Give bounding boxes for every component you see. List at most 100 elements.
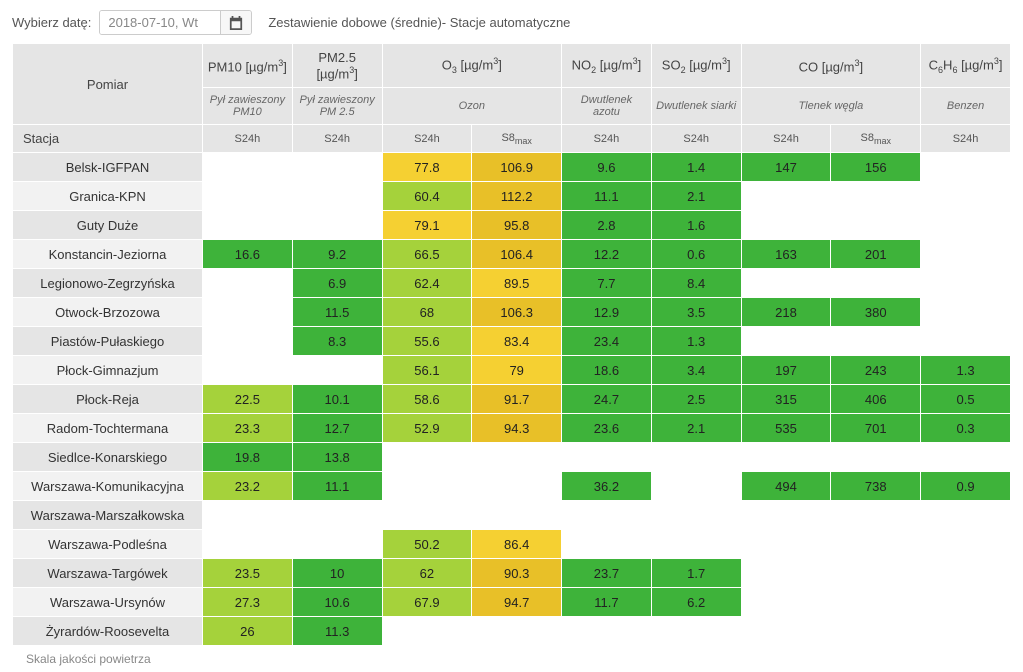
data-cell: 701 bbox=[831, 414, 921, 443]
data-cell bbox=[382, 472, 472, 501]
footer-note: Skala jakości powietrza bbox=[12, 646, 1011, 666]
data-cell bbox=[292, 501, 382, 530]
data-cell: 315 bbox=[741, 385, 831, 414]
data-cell: 10 bbox=[292, 559, 382, 588]
data-cell bbox=[292, 153, 382, 182]
data-cell: 18.6 bbox=[562, 356, 652, 385]
data-cell: 58.6 bbox=[382, 385, 472, 414]
data-cell bbox=[203, 269, 293, 298]
data-cell: 22.5 bbox=[203, 385, 293, 414]
data-cell bbox=[741, 211, 831, 240]
data-cell bbox=[472, 617, 562, 646]
date-input[interactable] bbox=[100, 11, 220, 34]
data-cell: 6.9 bbox=[292, 269, 382, 298]
data-cell bbox=[651, 530, 741, 559]
data-cell: 7.7 bbox=[562, 269, 652, 298]
data-cell bbox=[921, 443, 1011, 472]
data-cell: 0.9 bbox=[921, 472, 1011, 501]
calendar-button[interactable] bbox=[220, 11, 251, 34]
data-cell: 106.4 bbox=[472, 240, 562, 269]
data-cell bbox=[203, 211, 293, 240]
data-cell bbox=[203, 530, 293, 559]
data-cell: 218 bbox=[741, 298, 831, 327]
data-cell bbox=[921, 530, 1011, 559]
column-period: S24h bbox=[203, 125, 293, 153]
data-cell: 1.3 bbox=[921, 356, 1011, 385]
data-cell: 494 bbox=[741, 472, 831, 501]
data-cell bbox=[562, 530, 652, 559]
table-row: Żyrardów-Roosevelta2611.3 bbox=[13, 617, 1011, 646]
date-label: Wybierz datę: bbox=[12, 15, 91, 30]
data-cell: 23.7 bbox=[562, 559, 652, 588]
data-cell: 2.1 bbox=[651, 182, 741, 211]
data-cell bbox=[921, 269, 1011, 298]
data-cell: 94.3 bbox=[472, 414, 562, 443]
station-name: Legionowo-Zegrzyńska bbox=[13, 269, 203, 298]
data-cell bbox=[921, 501, 1011, 530]
data-cell: 12.7 bbox=[292, 414, 382, 443]
station-name: Piastów-Pułaskiego bbox=[13, 327, 203, 356]
data-cell bbox=[203, 356, 293, 385]
data-cell bbox=[562, 617, 652, 646]
data-cell: 0.3 bbox=[921, 414, 1011, 443]
column-header: NO2 [µg/m3] bbox=[562, 44, 652, 88]
data-cell bbox=[921, 588, 1011, 617]
data-cell: 12.2 bbox=[562, 240, 652, 269]
data-cell: 106.9 bbox=[472, 153, 562, 182]
data-cell: 1.7 bbox=[651, 559, 741, 588]
calendar-icon bbox=[229, 16, 243, 30]
table-row: Warszawa-Targówek23.5106290.323.71.7 bbox=[13, 559, 1011, 588]
data-cell: 67.9 bbox=[382, 588, 472, 617]
data-cell: 0.6 bbox=[651, 240, 741, 269]
data-cell bbox=[382, 443, 472, 472]
data-cell: 11.5 bbox=[292, 298, 382, 327]
column-header: PM2.5 [µg/m3] bbox=[292, 44, 382, 88]
station-name: Płock-Reja bbox=[13, 385, 203, 414]
data-cell: 8.4 bbox=[651, 269, 741, 298]
data-cell: 163 bbox=[741, 240, 831, 269]
data-cell bbox=[921, 211, 1011, 240]
table-row: Warszawa-Podleśna50.286.4 bbox=[13, 530, 1011, 559]
data-cell bbox=[651, 501, 741, 530]
data-cell: 243 bbox=[831, 356, 921, 385]
data-cell: 79 bbox=[472, 356, 562, 385]
data-cell: 60.4 bbox=[382, 182, 472, 211]
data-cell bbox=[562, 443, 652, 472]
data-cell bbox=[831, 182, 921, 211]
data-cell bbox=[921, 559, 1011, 588]
data-cell bbox=[203, 153, 293, 182]
table-row: Piastów-Pułaskiego8.355.683.423.41.3 bbox=[13, 327, 1011, 356]
data-cell bbox=[741, 443, 831, 472]
data-cell bbox=[921, 298, 1011, 327]
column-subheader: Dwutlenek siarki bbox=[651, 88, 741, 125]
column-period: S24h bbox=[651, 125, 741, 153]
column-subheader: Pył zawieszony PM 2.5 bbox=[292, 88, 382, 125]
data-cell: 26 bbox=[203, 617, 293, 646]
table-row: Warszawa-Komunikacyjna23.211.136.2494738… bbox=[13, 472, 1011, 501]
data-cell bbox=[741, 530, 831, 559]
data-cell: 147 bbox=[741, 153, 831, 182]
station-name: Warszawa-Komunikacyjna bbox=[13, 472, 203, 501]
data-cell bbox=[921, 327, 1011, 356]
page-title: Zestawienie dobowe (średnie)- Stacje aut… bbox=[268, 15, 570, 30]
station-name: Belsk-IGFPAN bbox=[13, 153, 203, 182]
data-cell bbox=[562, 501, 652, 530]
data-cell: 2.8 bbox=[562, 211, 652, 240]
table-row: Guty Duże79.195.82.81.6 bbox=[13, 211, 1011, 240]
data-cell: 66.5 bbox=[382, 240, 472, 269]
data-cell: 62 bbox=[382, 559, 472, 588]
column-header: O3 [µg/m3] bbox=[382, 44, 562, 88]
data-cell bbox=[382, 501, 472, 530]
station-name: Warszawa-Podleśna bbox=[13, 530, 203, 559]
data-cell: 11.7 bbox=[562, 588, 652, 617]
data-cell: 0.5 bbox=[921, 385, 1011, 414]
table-row: Legionowo-Zegrzyńska6.962.489.57.78.4 bbox=[13, 269, 1011, 298]
data-cell: 55.6 bbox=[382, 327, 472, 356]
table-row: Radom-Tochtermana23.312.752.994.323.62.1… bbox=[13, 414, 1011, 443]
data-cell bbox=[292, 182, 382, 211]
data-cell bbox=[831, 617, 921, 646]
column-period: S24h bbox=[382, 125, 472, 153]
data-cell bbox=[831, 327, 921, 356]
data-cell: 83.4 bbox=[472, 327, 562, 356]
data-cell: 79.1 bbox=[382, 211, 472, 240]
